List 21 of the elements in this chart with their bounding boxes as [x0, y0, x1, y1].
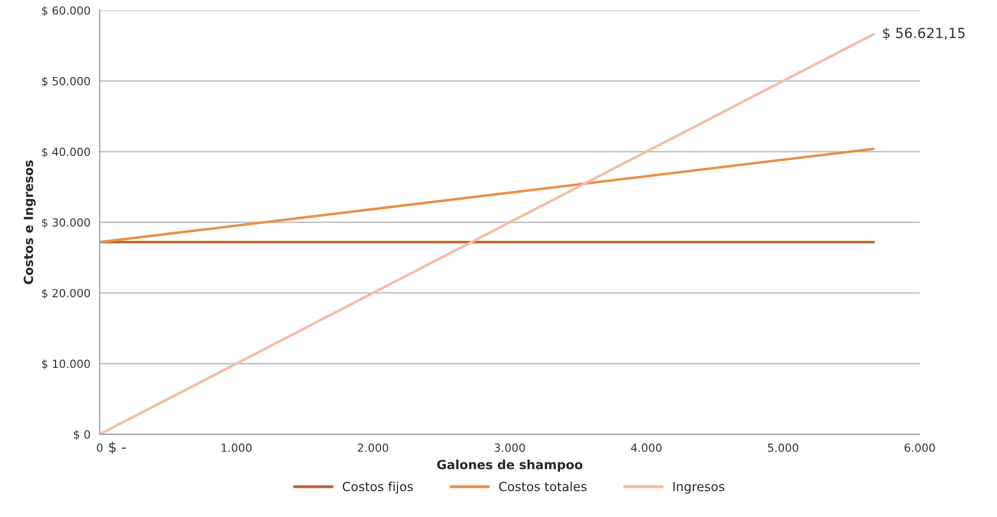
- x-tick-label: 3.000: [494, 444, 525, 452]
- x-tick-label: 0: [96, 444, 102, 452]
- legend-label: Costos totales: [499, 482, 587, 492]
- y-tick-label: $ 60.000: [42, 6, 90, 16]
- x-tick-label: 4.000: [631, 444, 662, 452]
- y-tick-label: $ 50.000: [42, 76, 90, 87]
- y-tick-label: $ 30.000: [42, 218, 90, 228]
- x-axis-title: Galones de shampoo: [437, 460, 582, 472]
- x-tick-label: 2.000: [358, 444, 388, 452]
- x-tick-label: 6.000: [904, 444, 935, 452]
- y-tick-label: $ 40.000: [42, 147, 90, 158]
- legend-label: Ingresos: [673, 482, 724, 494]
- x-tick-label: 1.000: [222, 444, 252, 452]
- y-axis-title: Costos e Ingresos: [24, 160, 36, 284]
- y-tick-label: $ 10.000: [42, 359, 90, 370]
- y-tick-label: $ 20.000: [42, 288, 90, 299]
- x-tick-label: 5.000: [768, 444, 798, 452]
- y-tick-label: $ 0: [74, 430, 90, 440]
- data-label: $ 56.621,15: [883, 27, 965, 40]
- legend-label: Costos fijos: [342, 482, 413, 494]
- data-label: $ -: [109, 441, 126, 454]
